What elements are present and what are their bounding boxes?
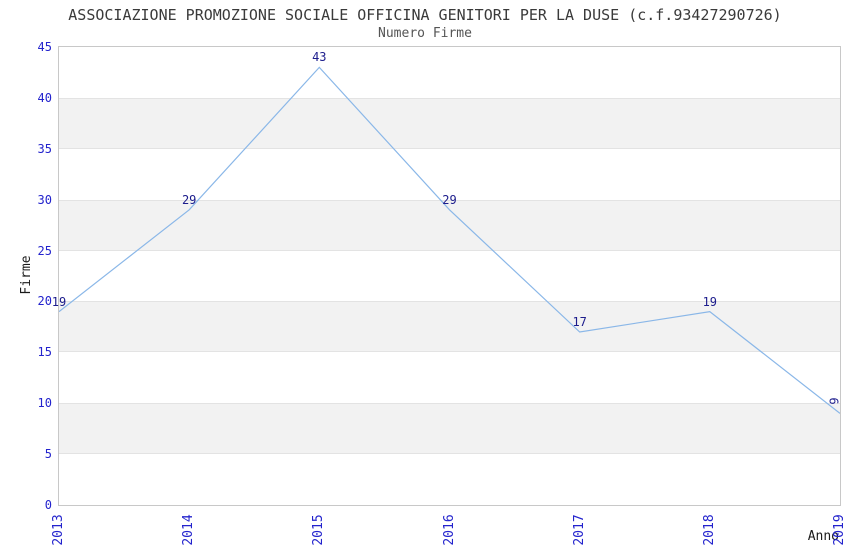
y-tick-label: 20 [37,294,52,309]
y-tick-label: 5 [44,447,52,462]
data-point-label: 19 [702,294,718,309]
data-point-label: 29 [181,192,197,207]
data-line [59,66,840,414]
plot-band [59,301,840,353]
data-point-label: 19 [51,294,67,309]
y-tick-label: 40 [37,90,52,105]
y-tick-label: 35 [37,141,52,156]
data-point-label: 29 [442,192,457,207]
y-tick-label: 25 [37,243,52,258]
plot-band [59,97,840,149]
x-axis-title: Anno [807,529,839,544]
y-tick-label: 30 [37,192,52,207]
data-point-label: 17 [572,315,587,329]
chart-subtitle: Numero Firme [378,26,472,41]
x-tick-label: 2018 [701,514,717,546]
x-tick-label: 2015 [311,514,327,546]
y-axis-title: Firme [19,255,34,295]
x-tick-label: 2013 [51,514,66,546]
x-tick-label: 2016 [441,514,457,546]
plot-band [59,199,840,251]
y-tick-label: 15 [37,345,52,360]
data-line-layer [59,66,840,414]
plot-area: 19 29 43 29 17 19 9 [52,46,842,506]
y-tick-label: 45 [37,40,52,54]
x-tick-label: 2014 [181,514,197,546]
y-tick-label: 10 [37,396,52,411]
x-tick-label: 2019 [832,514,847,546]
data-point-label: 43 [312,50,327,65]
data-point-label: 9 [827,397,842,406]
y-tick-label: 0 [44,498,52,512]
plot-band [59,403,840,455]
x-tick-label: 2017 [571,514,587,546]
chart-title: ASSOCIAZIONE PROMOZIONE SOCIALE OFFICINA… [68,6,782,24]
